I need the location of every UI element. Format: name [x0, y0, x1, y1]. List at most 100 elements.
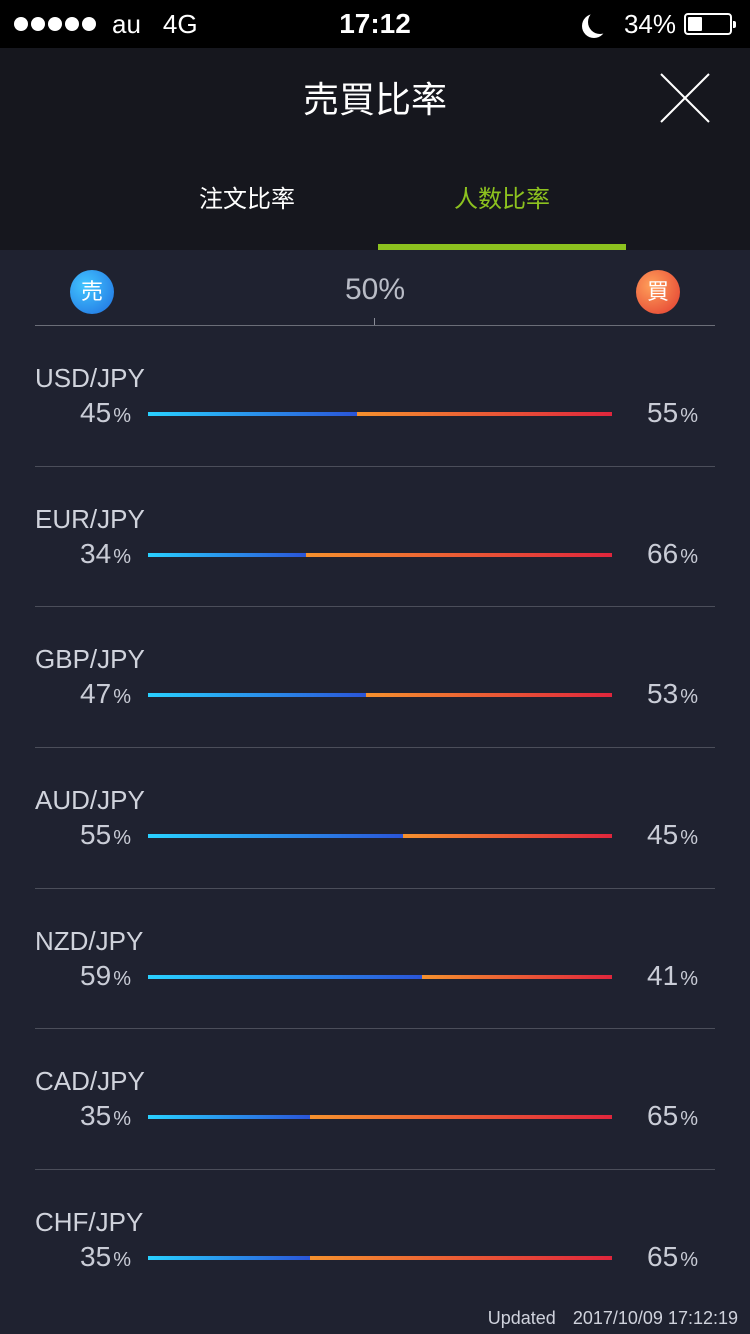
buy-value: 41 — [647, 959, 679, 991]
buy-value: 65 — [647, 1241, 679, 1273]
ratio-bar — [148, 412, 612, 416]
percent-sign: % — [113, 1249, 131, 1272]
currency-pair: AUD/JPY — [35, 785, 145, 816]
tab-order-ratio[interactable]: 注文比率 — [123, 178, 371, 250]
buy-bar-segment — [310, 1115, 612, 1120]
ratio-bar — [148, 693, 612, 698]
ratio-bar — [148, 1115, 612, 1120]
sell-value: 47 — [80, 678, 112, 710]
buy-value: 65 — [647, 1100, 679, 1132]
currency-pair: EUR/JPY — [35, 503, 145, 534]
sell-ratio: 55% — [35, 818, 131, 855]
percent-sign: % — [113, 545, 131, 568]
ratio-row: GBP/JPY 47% 53% — [0, 607, 750, 749]
sell-value: 34 — [80, 537, 112, 569]
do-not-disturb-icon — [588, 10, 612, 34]
percent-sign: % — [113, 405, 131, 427]
currency-pair: CAD/JPY — [35, 1066, 145, 1097]
status-left: au 4G — [14, 8, 198, 40]
battery-percentage: 34% — [623, 8, 676, 39]
percent-sign: % — [113, 967, 131, 990]
ratio-row: EUR/JPY 34% 66% — [0, 467, 750, 608]
page-title: 売買比率 — [302, 79, 447, 120]
row-divider — [35, 465, 715, 467]
updated-label: Updated — [487, 1308, 556, 1328]
sell-ratio: 35% — [35, 1240, 131, 1277]
battery-icon — [684, 13, 736, 35]
ratio-bar — [148, 1256, 612, 1261]
sell-ratio: 45% — [35, 396, 131, 433]
currency-pair: USD/JPY — [35, 363, 145, 393]
row-divider — [35, 606, 715, 608]
sell-ratio: 59% — [35, 959, 131, 996]
sell-value: 59 — [80, 959, 112, 991]
buy-ratio: 45% — [612, 818, 698, 855]
buy-bar-segment — [310, 1256, 612, 1261]
close-button[interactable] — [655, 68, 715, 128]
sell-bar-segment — [148, 552, 306, 557]
row-divider — [35, 1169, 715, 1171]
sell-ratio: 47% — [35, 677, 131, 714]
ratio-bar — [148, 834, 612, 839]
sell-bar-segment — [148, 693, 367, 698]
sell-value: 35 — [80, 1241, 112, 1273]
buy-bar-segment — [403, 834, 612, 839]
carrier-label: au — [112, 8, 141, 39]
sell-bar-segment — [148, 1256, 311, 1261]
percent-sign: % — [680, 545, 698, 568]
close-icon — [660, 73, 710, 123]
updated-timestamp: Updated 2017/10/09 17:12:19 — [488, 1306, 738, 1330]
status-time: 17:12 — [339, 8, 411, 39]
buy-bar-segment — [366, 693, 612, 698]
row-divider — [35, 1028, 715, 1030]
percent-sign: % — [113, 827, 131, 850]
percent-sign: % — [113, 1108, 131, 1131]
buy-value: 45 — [647, 819, 679, 851]
buy-badge: 買 — [636, 270, 680, 314]
buy-value: 55 — [647, 397, 679, 428]
percent-sign: % — [680, 1108, 698, 1131]
tab-bar: 注文比率 人数比率 — [0, 178, 750, 250]
percent-sign: % — [680, 967, 698, 990]
ratio-row: NZD/JPY 59% 41% — [0, 889, 750, 1030]
buy-ratio: 66% — [612, 537, 698, 574]
header: 売買比率 注文比率 人数比率 — [0, 48, 750, 250]
buy-bar-segment — [305, 552, 612, 557]
sell-value: 45 — [80, 397, 112, 428]
tab-label: 注文比率 — [199, 186, 295, 213]
ratio-bar — [148, 974, 612, 979]
legend-divider — [35, 325, 715, 326]
ratio-row: CHF/JPY 35% 65% — [0, 1170, 750, 1311]
signal-strength-icon — [14, 17, 96, 31]
tab-people-ratio[interactable]: 人数比率 — [378, 178, 626, 250]
ratio-bar — [148, 552, 612, 557]
percent-sign: % — [680, 686, 698, 709]
center-label: 50% — [344, 273, 406, 306]
row-divider — [35, 887, 715, 889]
buy-ratio: 53% — [612, 677, 698, 714]
row-divider — [35, 747, 715, 749]
ratio-row: AUD/JPY 55% 45% — [0, 748, 750, 889]
buy-ratio: 65% — [612, 1240, 698, 1277]
ratio-legend: 売 50% 買 — [0, 250, 750, 326]
buy-ratio: 65% — [612, 1099, 698, 1136]
currency-pair: GBP/JPY — [35, 644, 145, 675]
updated-time: 2017/10/09 17:12:19 — [572, 1308, 738, 1328]
ratio-row: CAD/JPY 35% 65% — [0, 1029, 750, 1171]
currency-pair: NZD/JPY — [35, 925, 144, 956]
tab-label: 人数比率 — [454, 186, 550, 213]
sell-ratio: 35% — [35, 1099, 131, 1136]
ratio-row: USD/JPY 45% 55% — [0, 326, 750, 467]
status-bar: au 4G 17:12 34% — [0, 0, 750, 48]
percent-sign: % — [680, 1249, 698, 1272]
sell-bar-segment — [148, 412, 357, 416]
ratio-list: USD/JPY 45% 55% EUR/JPY 34% 66% GBP/JPY 47% 53% A… — [0, 326, 750, 1311]
buy-value: 53 — [647, 678, 679, 710]
currency-pair: CHF/JPY — [35, 1207, 144, 1238]
status-right: 34% — [582, 8, 736, 40]
buy-bar-segment — [356, 412, 612, 416]
percent-sign: % — [680, 405, 698, 427]
sell-value: 55 — [80, 819, 112, 851]
sell-bar-segment — [148, 1115, 311, 1120]
sell-bar-segment — [148, 974, 422, 979]
